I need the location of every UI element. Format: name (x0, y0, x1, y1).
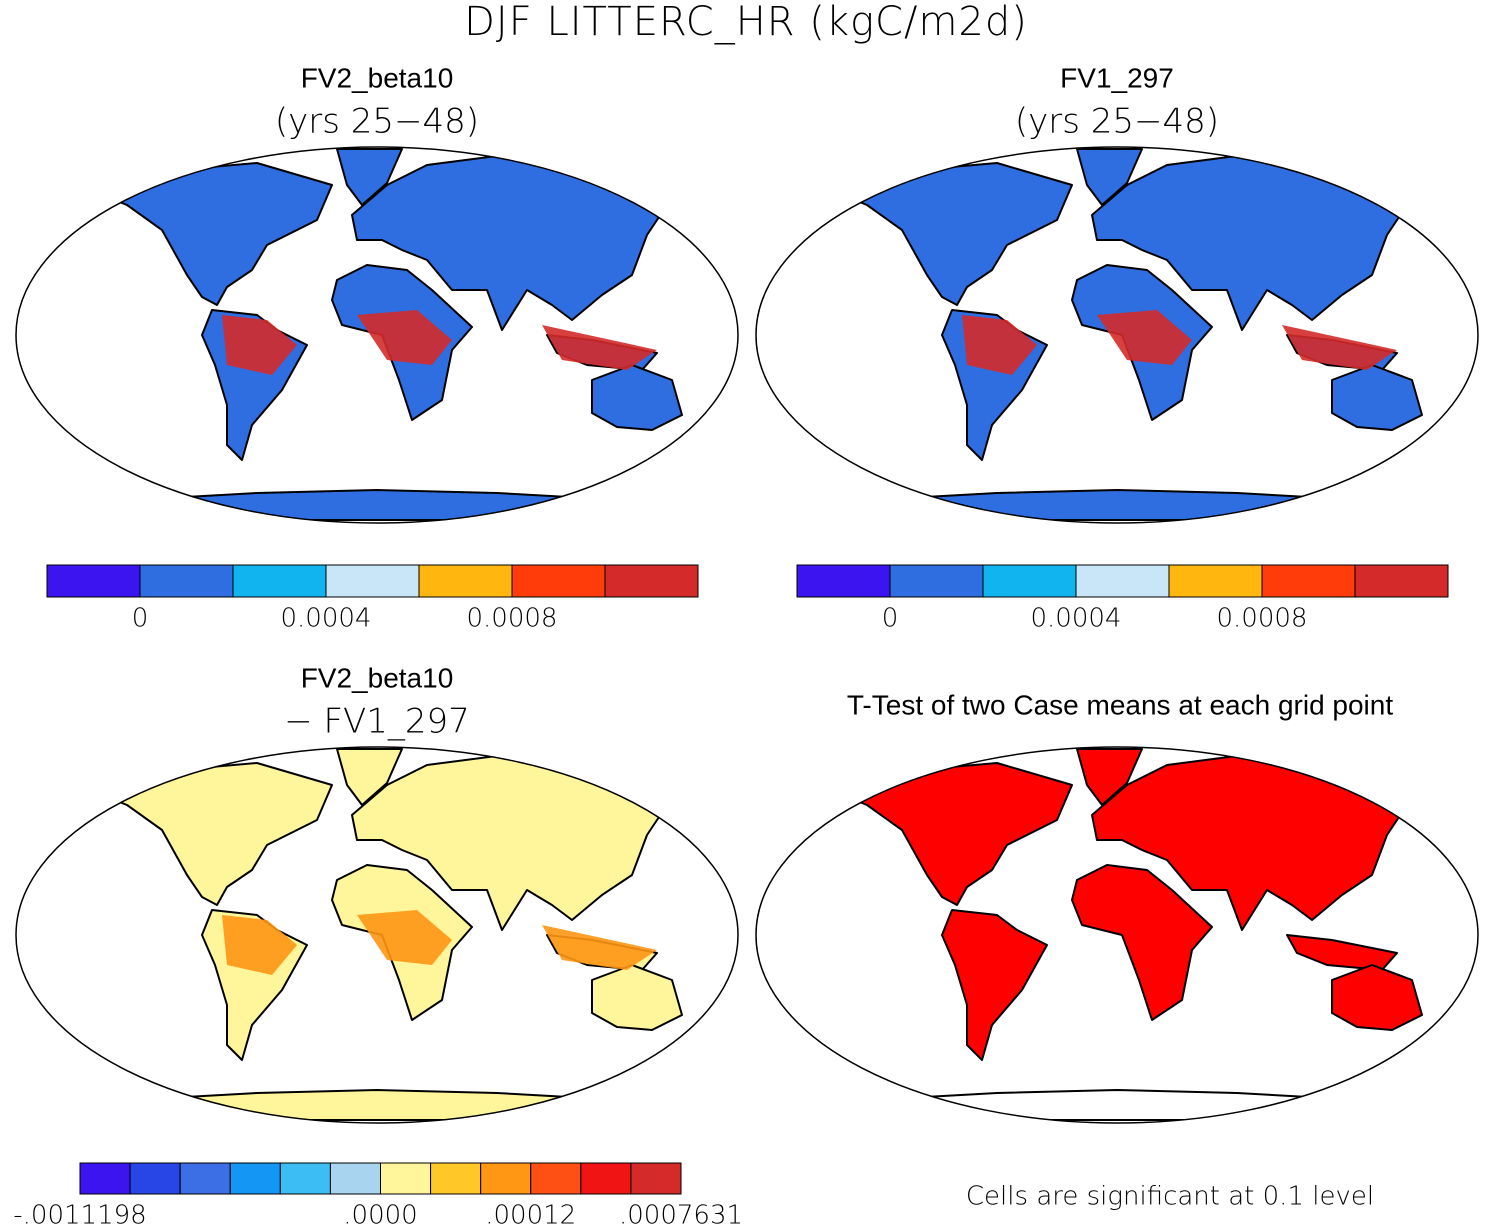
land (101, 162, 333, 306)
colorbar-box (480, 1162, 532, 1195)
colorbar-box (229, 1162, 281, 1195)
land (1331, 364, 1423, 431)
colorbar-box (129, 1162, 181, 1195)
colorbar-label: .0007631 (619, 1201, 743, 1227)
land (871, 489, 1363, 521)
land (336, 148, 403, 206)
colorbar-box (511, 564, 606, 598)
map-border (15, 146, 739, 524)
figure-title: DJF LITTERC_HR (kgC/m2d) (464, 0, 1028, 45)
colorbar-box (1168, 564, 1263, 598)
colorbar-label: .0000 (343, 1201, 417, 1227)
land (101, 762, 333, 906)
colorbar-label: 0 (882, 604, 899, 634)
land (1076, 148, 1143, 206)
colorbar-box (329, 1162, 381, 1195)
colorbar-box (279, 1162, 331, 1195)
colorbar-label: 0.0008 (1217, 604, 1308, 634)
land (1436, 1009, 1463, 1051)
panel-subtitle: (yrs 25−48) (275, 102, 479, 142)
map-border (15, 746, 739, 1124)
colorbar-label: 0.0004 (1031, 604, 1122, 634)
colorbar-box (46, 564, 141, 598)
colorbar-box (889, 564, 984, 598)
panel-subtitle: (yrs 25−48) (1015, 102, 1219, 142)
colorbar-box (604, 564, 699, 598)
map (101, 748, 723, 1121)
map (841, 148, 1463, 521)
land (1071, 864, 1213, 1021)
land (1331, 964, 1423, 1031)
tropical-region (1282, 325, 1397, 370)
panel-title: T-Test of two Case means at each grid po… (847, 689, 1393, 720)
map (841, 748, 1463, 1121)
colorbar-box (630, 1162, 682, 1195)
colorbar-box (530, 1162, 582, 1195)
colorbar-label: 0 (132, 604, 149, 634)
land (336, 748, 403, 806)
colorbar-box (1075, 564, 1170, 598)
tropical-region (357, 310, 452, 365)
land (1286, 934, 1398, 971)
land (696, 409, 723, 451)
colorbar-box (796, 564, 891, 598)
tropical-region (1097, 310, 1192, 365)
colorbar-box (139, 564, 234, 598)
map (101, 148, 723, 521)
colorbar-label: 0.0008 (467, 604, 558, 634)
land (696, 1009, 723, 1051)
land (591, 964, 683, 1031)
tropical-region (542, 325, 657, 370)
colorbar-box (79, 1162, 131, 1195)
panel-note: Cells are significant at 0.1 level (966, 1182, 1374, 1212)
land (1076, 748, 1143, 806)
colorbar-box (580, 1162, 632, 1195)
colorbar-box (418, 564, 513, 598)
map-border (755, 146, 1479, 524)
panel-title: FV1_297 (1060, 62, 1174, 93)
colorbar-box (1354, 564, 1449, 598)
tropical-region (357, 910, 452, 965)
map-border (755, 746, 1479, 1124)
land (841, 162, 1073, 306)
tropical-region (542, 925, 657, 970)
colorbar-box (430, 1162, 482, 1195)
land (1436, 409, 1463, 451)
colorbar-box (325, 564, 420, 598)
colorbar-label: 0.0004 (281, 604, 372, 634)
colorbar-box (1261, 564, 1356, 598)
panel-title: FV2_beta10 (301, 662, 454, 693)
tropical-region (222, 315, 297, 375)
land (591, 364, 683, 431)
land (871, 1089, 1363, 1121)
land (941, 909, 1048, 1061)
tropical-region (962, 315, 1037, 375)
panel-title: FV2_beta10 (301, 62, 454, 93)
tropical-region (222, 915, 297, 975)
panel-subtitle: − FV1_297 (284, 702, 470, 742)
colorbar-box (380, 1162, 432, 1195)
colorbar-box (982, 564, 1077, 598)
colorbar-label: -.0011198 (13, 1201, 146, 1227)
colorbar-box (179, 1162, 231, 1195)
land (131, 489, 623, 521)
land (131, 1089, 623, 1121)
colorbar-box (232, 564, 327, 598)
colorbar-label: .00012 (485, 1201, 576, 1227)
land (841, 762, 1073, 906)
